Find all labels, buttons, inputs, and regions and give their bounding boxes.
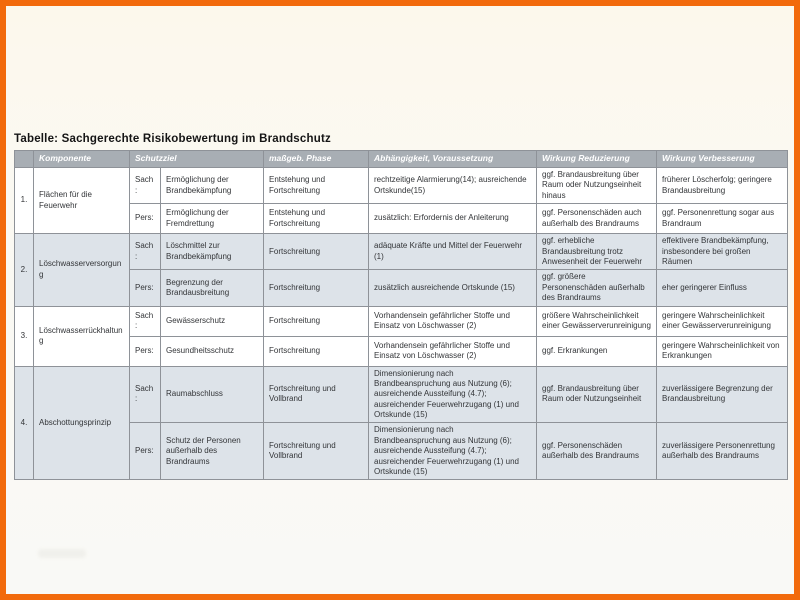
- cell-verbesserung: geringere Wahrscheinlichkeit einer Gewäs…: [656, 305, 788, 337]
- cell-row-label: Pers:: [129, 269, 161, 307]
- cell-phase: Fortschreitung: [263, 233, 369, 271]
- header-cell-komponente: Komponente: [33, 150, 130, 168]
- cell-reduzierung: ggf. Brandausbreitung über Raum oder Nut…: [536, 365, 657, 424]
- cell-schutzziel: Gesundheitsschutz: [160, 335, 264, 367]
- cell-komponente: Löschwasserrückhaltung: [33, 305, 130, 367]
- table-row-2-pers: Pers: Begrenzung der Brandausbreitung Fo…: [15, 269, 788, 307]
- cell-abhaengigkeit: zusätzlich ausreichende Ortskunde (15): [368, 269, 537, 307]
- cell-row-label: Sach:: [129, 305, 161, 337]
- cell-verbesserung: zuverlässigere Personenrettung außerhalb…: [656, 422, 788, 481]
- cell-phase: Fortschreitung und Vollbrand: [263, 422, 369, 481]
- cell-abhaengigkeit: Dimensionierung nach Brandbeanspruchung …: [368, 422, 537, 481]
- cell-schutzziel: Raumabschluss: [160, 365, 264, 424]
- cell-verbesserung: geringere Wahrscheinlichkeit von Erkrank…: [656, 335, 788, 367]
- cell-reduzierung: ggf. Erkrankungen: [536, 335, 657, 367]
- cell-komponente: Löschwasserversorgung: [33, 233, 130, 307]
- header-cell-schutzziel: Schutzziel: [129, 150, 264, 168]
- header-cell-verbesserung: Wirkung Verbesserung: [656, 150, 788, 168]
- cell-phase: Fortschreitung: [263, 269, 369, 307]
- table-row-3-pers: Pers: Gesundheitsschutz Fortschreitung V…: [15, 335, 788, 367]
- cell-row-label: Pers:: [129, 422, 161, 481]
- cell-phase: Entstehung und Fortschreitung: [263, 166, 369, 205]
- cell-schutzziel: Schutz der Personen außerhalb des Brandr…: [160, 422, 264, 481]
- cell-phase: Entstehung und Fortschreitung: [263, 203, 369, 235]
- page-title: Tabelle: Sachgerechte Risikobewertung im…: [14, 133, 331, 145]
- cell-abhaengigkeit: rechtzeitige Alarmierung(14); ausreichen…: [368, 166, 537, 205]
- cell-schutzziel: Löschmittel zur Brandbekämpfung: [160, 233, 264, 271]
- cell-phase: Fortschreitung: [263, 335, 369, 367]
- cell-schutzziel: Ermöglichung der Fremdrettung: [160, 203, 264, 235]
- cell-verbesserung: eher geringerer Einfluss: [656, 269, 788, 307]
- table-row-3-sach: 3. Löschwasserrückhaltung Sach: Gewässer…: [14, 305, 788, 367]
- cell-verbesserung: zuverlässigere Begrenzung der Brandausbr…: [656, 365, 788, 424]
- cell-row-label: Sach:: [129, 166, 161, 205]
- cell-number: 3.: [14, 305, 34, 367]
- header-cell-phase: maßgeb. Phase: [263, 150, 369, 168]
- table-row-1-sach: 1. Flächen für die Feuerwehr Sach: Ermög…: [14, 166, 788, 235]
- cell-reduzierung: ggf. größere Personenschäden außerhalb d…: [536, 269, 657, 307]
- cell-verbesserung: effektivere Brandbekämpfung, insbesonder…: [656, 233, 788, 271]
- cell-abhaengigkeit: zusätzlich: Erfordernis der Anleiterung: [368, 203, 537, 235]
- table-row-4-sach: 4. Abschottungsprinzip Sach: Raumabschlu…: [14, 365, 788, 481]
- header-cell-number: [14, 150, 34, 168]
- table-row-1-pers: Pers: Ermöglichung der Fremdrettung Ents…: [15, 203, 788, 235]
- cell-schutzziel: Gewässerschutz: [160, 305, 264, 337]
- cell-number: 2.: [14, 233, 34, 307]
- cell-phase: Fortschreitung: [263, 305, 369, 337]
- cell-reduzierung: ggf. Personenschäden auch außerhalb des …: [536, 203, 657, 235]
- header-row: Komponente Schutzziel maßgeb. Phase Abhä…: [14, 150, 788, 168]
- cell-number: 1.: [14, 166, 34, 235]
- risk-table: Komponente Schutzziel maßgeb. Phase Abhä…: [14, 150, 788, 481]
- cell-row-label: Pers:: [129, 203, 161, 235]
- cell-abhaengigkeit: Vorhandensein gefährlicher Stoffe und Ei…: [368, 305, 537, 337]
- cell-abhaengigkeit: adäquate Kräfte und Mittel der Feuerwehr…: [368, 233, 537, 271]
- header-cell-abhaengigkeit: Abhängigkeit, Voraussetzung: [368, 150, 537, 168]
- cell-verbesserung: früherer Löscherfolg; geringere Brandaus…: [656, 166, 788, 205]
- cell-reduzierung: ggf. erhebliche Brandausbreitung trotz A…: [536, 233, 657, 271]
- watermark-smudge: [38, 549, 86, 558]
- table-row-2-sach: 2. Löschwasserversorgung Sach: Löschmitt…: [14, 233, 788, 307]
- cell-komponente: Flächen für die Feuerwehr: [33, 166, 130, 235]
- cell-row-label: Sach:: [129, 365, 161, 424]
- header-cell-reduzierung: Wirkung Reduzierung: [536, 150, 657, 168]
- cell-reduzierung: größere Wahrscheinlichkeit einer Gewässe…: [536, 305, 657, 337]
- table-row-4-pers: Pers: Schutz der Personen außerhalb des …: [15, 422, 788, 481]
- cell-reduzierung: ggf. Brandausbreitung über Raum oder Nut…: [536, 166, 657, 205]
- cell-abhaengigkeit: Vorhandensein gefährlicher Stoffe und Ei…: [368, 335, 537, 367]
- cell-reduzierung: ggf. Personenschäden außerhalb des Brand…: [536, 422, 657, 481]
- cell-row-label: Pers:: [129, 335, 161, 367]
- cell-phase: Fortschreitung und Vollbrand: [263, 365, 369, 424]
- cell-schutzziel: Begrenzung der Brandausbreitung: [160, 269, 264, 307]
- cell-schutzziel: Ermöglichung der Brandbekämpfung: [160, 166, 264, 205]
- cell-komponente: Abschottungsprinzip: [33, 365, 130, 481]
- cell-row-label: Sach:: [129, 233, 161, 271]
- cell-verbesserung: ggf. Personenrettung sogar aus Brandraum: [656, 203, 788, 235]
- cell-number: 4.: [14, 365, 34, 481]
- cell-abhaengigkeit: Dimensionierung nach Brandbeanspruchung …: [368, 365, 537, 424]
